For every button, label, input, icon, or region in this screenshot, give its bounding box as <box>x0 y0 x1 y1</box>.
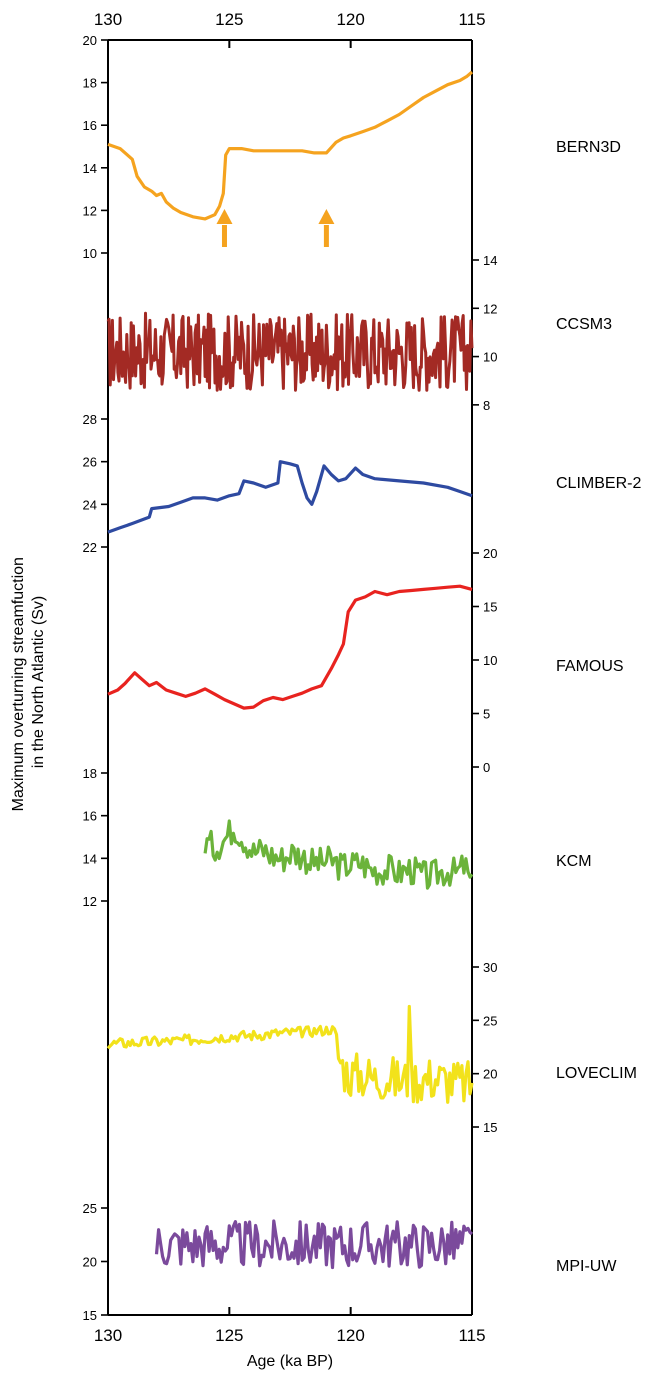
bern3d-y-tick-label: 20 <box>83 33 97 48</box>
bern3d-y-tick-label: 10 <box>83 246 97 261</box>
x-tick-label-bottom: 115 <box>458 1326 485 1345</box>
ccsm3-label: CCSM3 <box>556 316 612 333</box>
kcm-y-tick-label: 16 <box>83 809 97 824</box>
ccsm3-y-tick-label: 8 <box>483 398 490 413</box>
climber-2-label: CLIMBER-2 <box>556 475 641 492</box>
x-tick-label-bottom: 120 <box>336 1326 364 1345</box>
ccsm3-y-tick-label: 12 <box>483 301 497 316</box>
famous-y-tick-label: 10 <box>483 653 497 668</box>
famous-y-tick-label: 0 <box>483 760 490 775</box>
mpi-uw-label: MPI-UW <box>556 1258 617 1275</box>
famous-label: FAMOUS <box>556 658 624 675</box>
climber-2-y-tick-label: 26 <box>83 455 97 470</box>
x-tick-label-bottom: 125 <box>215 1326 243 1345</box>
bern3d-series-line <box>107 70 474 221</box>
x-tick-label-bottom: 130 <box>94 1326 122 1345</box>
mpi-uw-series-line <box>154 1219 474 1270</box>
event-arrow-head <box>318 209 335 224</box>
bern3d-y-tick-label: 18 <box>83 76 97 91</box>
famous-y-tick-label: 5 <box>483 707 490 722</box>
climber-2-y-tick-label: 22 <box>83 540 97 555</box>
y-axis-title-line-1: Maximum overturning streamfuction <box>10 557 27 811</box>
kcm-label: KCM <box>556 853 592 870</box>
kcm-y-tick-label: 14 <box>83 851 97 866</box>
bern3d-label: BERN3D <box>556 139 621 156</box>
y-axis-title: Maximum overturning streamfuction in the… <box>10 553 47 812</box>
loveclim-y-tick-label: 30 <box>483 960 497 975</box>
y-axis-title-line-2: in the North Atlantic (Sv) <box>30 596 47 769</box>
loveclim-y-tick-label: 25 <box>483 1013 497 1028</box>
bern3d-y-tick-label: 12 <box>83 203 97 218</box>
mpi-uw-y-tick-label: 25 <box>83 1201 97 1216</box>
loveclim-label: LOVECLIM <box>556 1065 637 1082</box>
x-tick-label-top: 130 <box>94 10 122 29</box>
x-axis-title: Age (ka BP) <box>247 1353 333 1370</box>
bern3d-y-tick-label: 14 <box>83 161 97 176</box>
bern3d-y-tick-label: 16 <box>83 118 97 133</box>
famous-series-line <box>107 584 473 710</box>
ccsm3-y-tick-label: 14 <box>483 253 497 268</box>
event-arrow-head <box>216 209 233 224</box>
kcm-y-tick-label: 18 <box>83 766 97 781</box>
climber-2-series-line <box>107 460 473 534</box>
climber-2-y-tick-label: 28 <box>83 412 97 427</box>
famous-y-tick-label: 15 <box>483 600 497 615</box>
x-tick-label-top: 125 <box>215 10 243 29</box>
ccsm3-series-line <box>106 311 474 392</box>
famous-y-tick-label: 20 <box>483 546 497 561</box>
mpi-uw-y-tick-label: 15 <box>83 1308 97 1323</box>
loveclim-y-tick-label: 20 <box>483 1067 497 1082</box>
kcm-series-line <box>203 819 474 890</box>
loveclim-y-tick-label: 15 <box>483 1120 497 1135</box>
x-tick-label-top: 120 <box>336 10 364 29</box>
kcm-y-tick-label: 12 <box>83 894 97 909</box>
x-tick-label-top: 115 <box>458 10 485 29</box>
loveclim-series-line <box>106 1004 474 1104</box>
climber-2-y-tick-label: 24 <box>83 497 97 512</box>
mpi-uw-y-tick-label: 20 <box>83 1255 97 1270</box>
ccsm3-y-tick-label: 10 <box>483 350 497 365</box>
